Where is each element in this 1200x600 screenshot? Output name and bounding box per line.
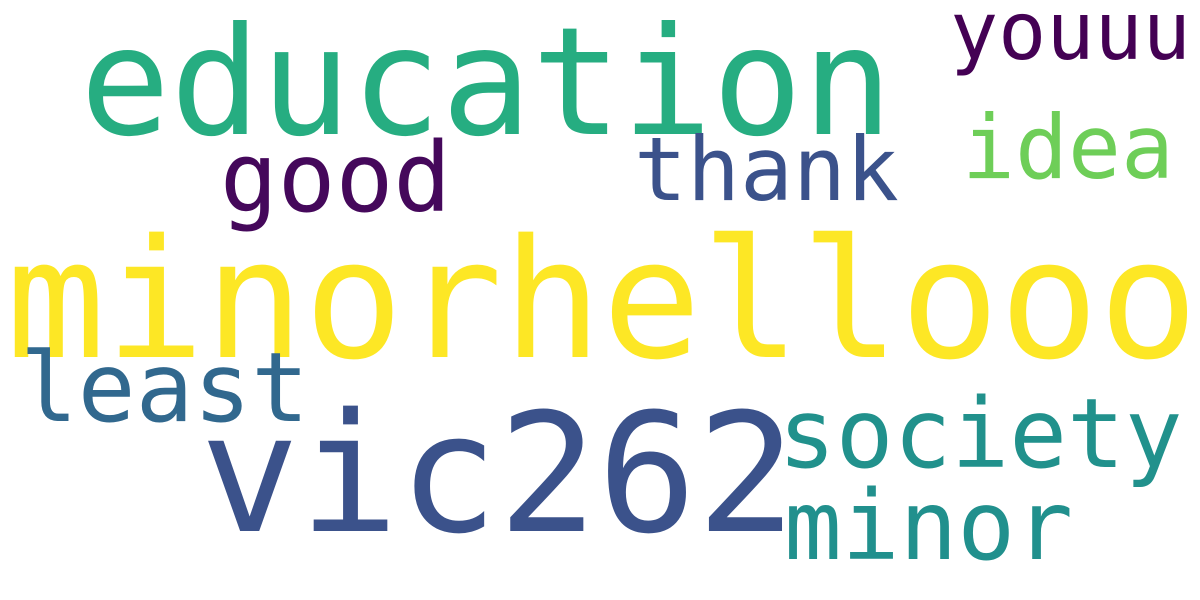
word-youuu: youuu — [950, 0, 1191, 78]
word-society: society — [778, 378, 1183, 490]
word-idea: idea — [962, 96, 1174, 199]
word-least: least — [20, 332, 309, 444]
word-education: education — [80, 0, 893, 170]
word-good: good — [220, 122, 452, 234]
word-thank: thank — [634, 118, 899, 221]
word-minor: minor — [784, 470, 1073, 582]
word-minorhellooo: minorhellooo — [6, 204, 1199, 396]
word-vic262: vic262 — [200, 378, 797, 570]
